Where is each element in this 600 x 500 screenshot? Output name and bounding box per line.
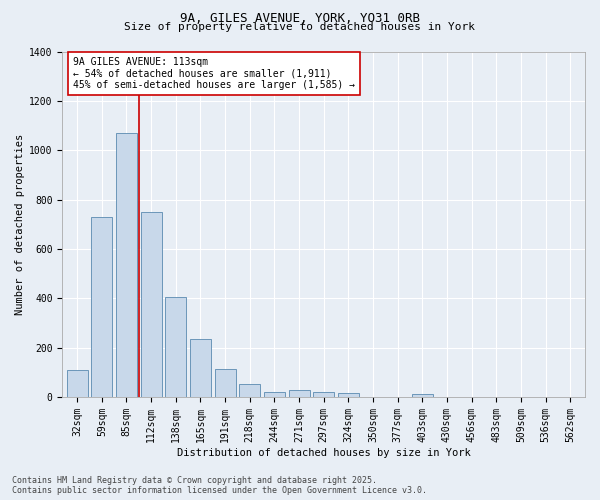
Bar <box>140 212 161 397</box>
Bar <box>289 390 310 397</box>
Bar <box>91 217 112 397</box>
Bar <box>239 384 260 397</box>
Text: Contains HM Land Registry data © Crown copyright and database right 2025.
Contai: Contains HM Land Registry data © Crown c… <box>12 476 427 495</box>
Text: 9A, GILES AVENUE, YORK, YO31 0RB: 9A, GILES AVENUE, YORK, YO31 0RB <box>180 12 420 26</box>
Bar <box>190 339 211 397</box>
Text: Size of property relative to detached houses in York: Size of property relative to detached ho… <box>125 22 476 32</box>
Bar <box>166 297 186 397</box>
Bar <box>313 392 334 397</box>
Bar <box>338 392 359 397</box>
X-axis label: Distribution of detached houses by size in York: Distribution of detached houses by size … <box>177 448 470 458</box>
Text: 9A GILES AVENUE: 113sqm
← 54% of detached houses are smaller (1,911)
45% of semi: 9A GILES AVENUE: 113sqm ← 54% of detache… <box>73 56 355 90</box>
Y-axis label: Number of detached properties: Number of detached properties <box>15 134 25 315</box>
Bar <box>116 133 137 397</box>
Bar <box>264 392 285 397</box>
Bar <box>67 370 88 397</box>
Bar <box>215 368 236 397</box>
Bar <box>412 394 433 397</box>
